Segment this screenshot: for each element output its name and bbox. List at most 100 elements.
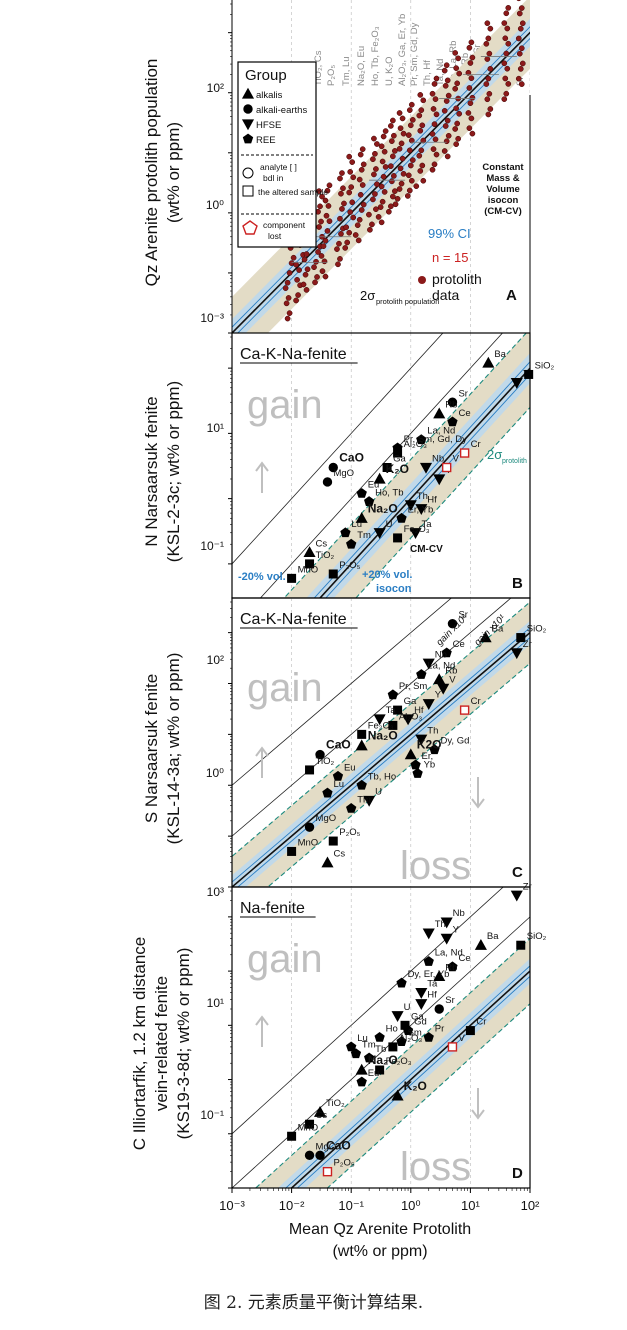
- point-ce: [447, 961, 458, 972]
- protolith-point: [405, 132, 412, 138]
- point-na-o: [355, 1063, 368, 1075]
- point-k2o-label: K2O: [417, 738, 442, 752]
- point-nb: [422, 658, 435, 670]
- protolith-point: [343, 224, 350, 231]
- top-element-label: Ho, Tb, Fe₂O₃: [370, 26, 381, 86]
- y-tick-label: 10⁰: [206, 766, 224, 780]
- protolith-point: [317, 203, 323, 210]
- protolith-point: [431, 81, 438, 87]
- point-y: [440, 933, 453, 945]
- point-tio--label: TiO₂: [316, 550, 335, 561]
- x-axis-label: Mean Qz Arenite Protolith: [289, 1221, 471, 1238]
- gain-word: gain: [247, 666, 323, 710]
- ci-band: [277, 958, 530, 1188]
- isocon-line: [290, 970, 530, 1188]
- legend-triangle-down-icon: [241, 119, 255, 131]
- legend-item-label: REE: [256, 135, 276, 146]
- protolith-point: [334, 246, 340, 252]
- point-ta-label: Ta: [427, 979, 438, 990]
- protolith-point: [357, 151, 364, 158]
- protolith-point: [516, 50, 523, 57]
- protolith-point: [337, 256, 343, 262]
- point-cs-label: Cs: [333, 849, 345, 860]
- point-rb-label: Rb: [445, 400, 457, 411]
- protolith-point: [367, 226, 373, 233]
- protolith-point: [486, 50, 493, 57]
- protolith-point: [455, 55, 462, 62]
- point-ga-label: Ga: [393, 454, 406, 465]
- point-pr-label: Pr: [435, 1023, 445, 1034]
- point-tb: [364, 1052, 375, 1063]
- protolith-point: [444, 117, 451, 124]
- protolith-point: [338, 190, 344, 197]
- protolith-point: [453, 141, 460, 148]
- point-sr-label: Sr: [445, 995, 455, 1006]
- point-la-nd-label: La, Nd: [435, 948, 463, 959]
- protolith-point: [453, 105, 460, 112]
- point-na-o-label: Na₂O: [368, 501, 398, 515]
- protolith-point: [400, 130, 407, 137]
- y-axis-label-line: (KSL-14-3a; wt% or ppm): [164, 653, 183, 845]
- protolith-point: [409, 117, 416, 123]
- protolith-point: [358, 166, 365, 173]
- protolith-point: [419, 162, 426, 169]
- point-fe-o-: [375, 1065, 385, 1075]
- protolith-point: [469, 54, 476, 61]
- point-sm-label: Sm: [408, 1028, 422, 1039]
- point-nb: [419, 462, 433, 474]
- protolith-point: [442, 123, 449, 129]
- protolith-point: [466, 85, 473, 91]
- point-la-nd-label: La, Nd: [427, 661, 455, 672]
- protolith-point: [326, 218, 333, 225]
- protolith-point: [396, 186, 403, 192]
- protolith-point: [324, 187, 331, 194]
- point-tm: [346, 538, 357, 549]
- protolith-point: [399, 115, 406, 122]
- protolith-point: [397, 125, 404, 132]
- sigma-annotation: 2σ: [360, 288, 375, 303]
- cmcv-label: CM-CV: [410, 544, 443, 555]
- panel-title: Ca-K-Na-fenite: [240, 611, 347, 628]
- protolith-point: [503, 90, 510, 97]
- protolith-point: [465, 69, 472, 76]
- point-lu: [322, 787, 333, 798]
- protolith-point: [390, 153, 396, 160]
- protolith-point: [374, 181, 380, 188]
- protolith-point: [388, 163, 394, 169]
- point-gd: [402, 1025, 414, 1035]
- gain-x100-line: [232, 333, 444, 565]
- point-eu: [332, 770, 344, 781]
- protolith-point: [342, 245, 349, 251]
- protolith-point: [418, 147, 425, 154]
- point-ga-label: Ga: [404, 696, 417, 707]
- point-la-nd: [416, 434, 427, 445]
- protolith-point: [502, 75, 509, 82]
- gain-x10-line: [232, 598, 512, 837]
- protolith-point: [394, 195, 401, 202]
- protolith-point: [359, 146, 366, 153]
- y-axis-label: C Illiortarfik, 1.2 km distance vein-rela…: [130, 937, 193, 1151]
- protolith-point: [485, 35, 492, 42]
- protolith-point: [372, 191, 378, 197]
- point-ga: [382, 463, 392, 472]
- protolith-point: [518, 5, 525, 11]
- point-al-o-: [388, 1042, 398, 1052]
- point-zr-label: Zr: [523, 881, 532, 892]
- protolith-point: [503, 10, 510, 17]
- protolith-point: [501, 20, 508, 26]
- protolith-point: [397, 165, 404, 172]
- point-mno: [287, 1131, 297, 1141]
- point-er--label: Er,: [422, 751, 434, 762]
- protolith-point: [338, 231, 344, 237]
- point-y: [422, 699, 435, 710]
- point-fe-o--label: Fe₂O₃: [404, 524, 430, 535]
- protolith-point: [516, 10, 523, 17]
- protolith-point: [321, 258, 328, 265]
- top-element-label: Al₂O₃, Ga, Er, Yb: [397, 14, 408, 86]
- protolith-point: [433, 111, 440, 118]
- point-al-o--label: Al₂O₃: [399, 711, 423, 722]
- legend-lost-label: lost: [268, 231, 282, 241]
- protolith-point: [454, 120, 461, 127]
- protolith-point: [517, 25, 524, 32]
